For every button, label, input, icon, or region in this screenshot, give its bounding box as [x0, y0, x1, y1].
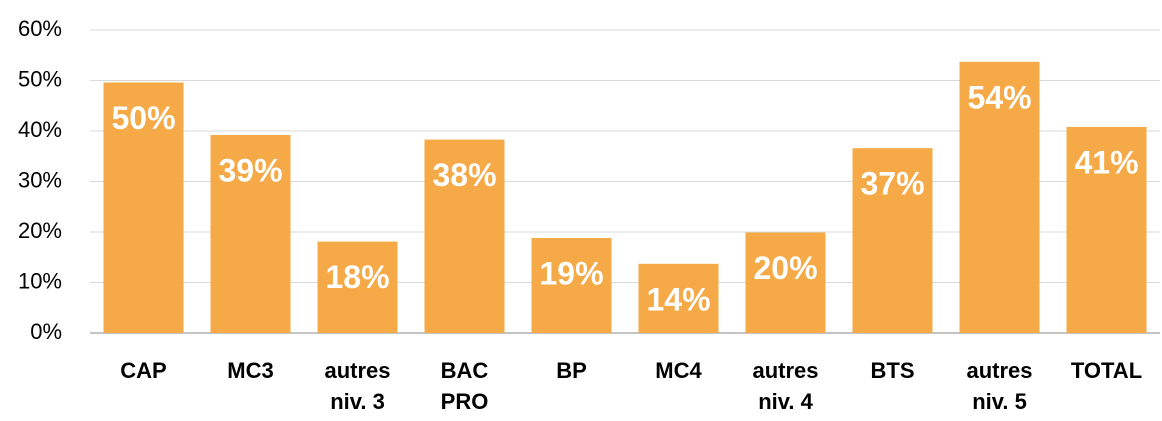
- y-tick-label: 60%: [18, 16, 62, 41]
- bar: [103, 82, 184, 334]
- bar: [638, 263, 719, 333]
- y-tick-label: 30%: [18, 167, 62, 192]
- bar: [424, 139, 505, 333]
- value-label: 38%: [432, 157, 496, 193]
- value-label: 14%: [646, 281, 710, 317]
- x-tick-label: MC3: [227, 358, 273, 383]
- value-label: 19%: [539, 256, 603, 292]
- value-label: 18%: [325, 259, 389, 295]
- x-tick-label: autres niv. 4: [752, 358, 818, 414]
- bar: [1066, 126, 1147, 334]
- x-tick-label: BTS: [871, 358, 915, 383]
- x-tick-label: autres niv. 3: [324, 358, 390, 414]
- y-tick-label: 50%: [18, 66, 62, 91]
- value-label: 54%: [967, 79, 1031, 115]
- x-tick-label: BAC PRO: [441, 358, 489, 414]
- bar: [959, 61, 1040, 333]
- y-tick-label: 20%: [18, 218, 62, 243]
- value-label: 41%: [1074, 144, 1138, 180]
- bar: [852, 148, 933, 333]
- value-label: 50%: [111, 100, 175, 136]
- x-tick-label: CAP: [120, 358, 166, 383]
- bar: [210, 135, 291, 333]
- x-tick-label: autres niv. 5: [966, 358, 1032, 414]
- x-tick-label: MC4: [655, 358, 702, 383]
- y-tick-label: 0%: [30, 319, 62, 344]
- bar: [745, 232, 826, 333]
- bar: [317, 241, 398, 333]
- bar: [531, 238, 612, 333]
- value-label: 20%: [753, 250, 817, 286]
- x-tick-label: BP: [556, 358, 587, 383]
- value-label: 39%: [218, 152, 282, 188]
- x-tick-label: TOTAL: [1071, 358, 1142, 383]
- y-tick-label: 10%: [18, 268, 62, 293]
- value-label: 37%: [860, 166, 924, 202]
- y-tick-label: 40%: [18, 117, 62, 142]
